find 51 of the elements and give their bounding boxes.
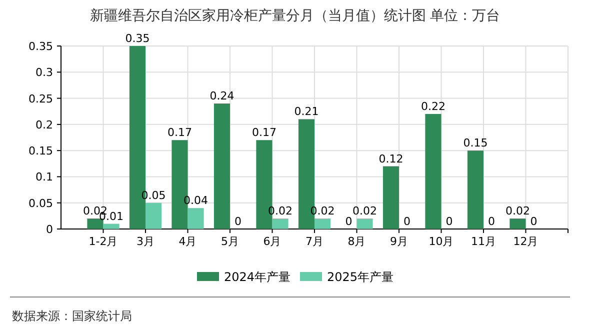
bar — [425, 114, 442, 229]
data-label: 0.15 — [463, 136, 488, 150]
y-tick-label: 0.1 — [36, 170, 53, 184]
data-label: 0.17 — [252, 126, 276, 140]
x-tick-label: 10月 — [428, 235, 454, 248]
x-tick-label: 3月 — [136, 235, 154, 248]
x-tick-label: 9月 — [390, 235, 408, 248]
x-tick-label: 1-2月 — [88, 235, 118, 248]
data-label: 0 — [530, 215, 538, 228]
source-note: 数据来源：国家统计局 — [12, 309, 132, 323]
data-label: 0 — [234, 215, 242, 228]
x-tick-label: 8月 — [348, 235, 366, 248]
y-tick-label: 0.05 — [28, 196, 53, 210]
bar — [87, 218, 104, 229]
data-label: 0.24 — [210, 90, 234, 103]
bar — [467, 150, 484, 229]
data-label: 0 — [446, 215, 453, 228]
x-tick-label: 4月 — [178, 235, 197, 248]
y-tick-label: 0.25 — [28, 92, 53, 106]
legend-label: 2024年产量 — [224, 270, 291, 284]
data-label: 0.17 — [167, 126, 192, 140]
y-tick-label: 0.2 — [36, 118, 53, 132]
data-label: 0.35 — [125, 32, 150, 45]
bar — [382, 166, 399, 229]
x-tick-label: 7月 — [306, 235, 324, 248]
data-label: 0 — [345, 215, 352, 228]
bar — [146, 202, 162, 229]
y-tick-label: 0 — [46, 223, 53, 236]
y-tick-label: 0.35 — [28, 40, 53, 53]
bar — [510, 218, 526, 229]
bar — [214, 104, 230, 229]
y-tick-label: 0.3 — [36, 66, 53, 80]
y-tick-label: 0.15 — [28, 144, 53, 158]
data-label: 0 — [404, 215, 411, 228]
bar — [272, 218, 288, 229]
data-label: 0.21 — [294, 105, 319, 118]
chart-title: 新疆维吾尔自治区家用冷柜产量分月（当月值）统计图 单位：万台 — [90, 8, 500, 24]
x-tick-label: 5月 — [221, 235, 239, 248]
x-tick-label: 11月 — [471, 235, 496, 248]
data-label: 0.12 — [378, 152, 404, 166]
x-tick-label: 12月 — [513, 235, 538, 248]
bar — [188, 208, 204, 229]
data-label: 0 — [488, 215, 496, 228]
data-label: 0.02 — [505, 204, 530, 218]
bar — [314, 218, 331, 229]
data-label: 0.02 — [352, 204, 378, 218]
data-label: 0.22 — [420, 100, 446, 113]
x-tick-label: 6月 — [263, 235, 282, 248]
bar — [356, 218, 373, 229]
bar — [103, 224, 120, 229]
legend-label: 2025年产量 — [327, 270, 394, 284]
